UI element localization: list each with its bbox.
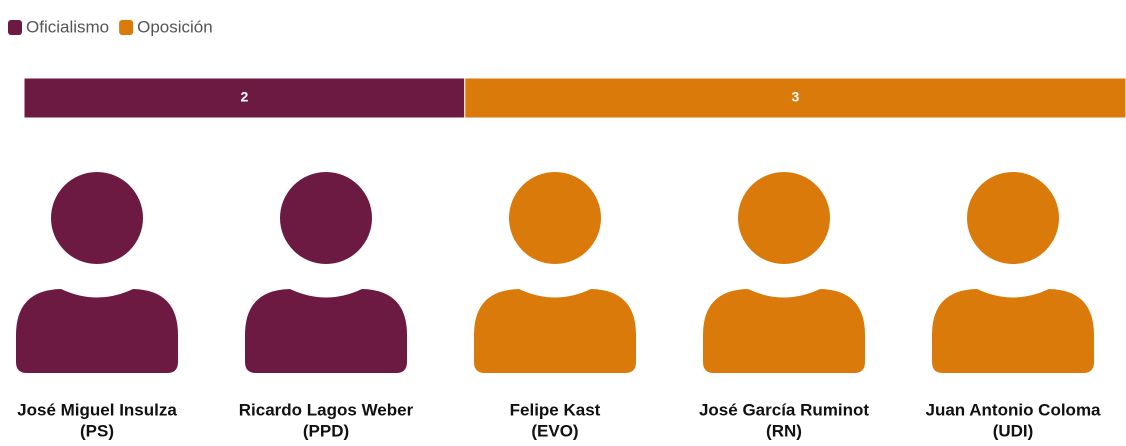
member-name: José García Ruminot: [699, 400, 869, 419]
person-head: [738, 172, 830, 264]
member-name: Juan Antonio Coloma: [925, 400, 1101, 419]
member-name: Ricardo Lagos Weber: [239, 400, 414, 419]
member-party: (PS): [80, 421, 114, 440]
person-head: [280, 172, 372, 264]
person-head: [509, 172, 601, 264]
legend-label: Oficialismo: [26, 17, 109, 36]
bar-segment: [23, 77, 466, 119]
member-party: (EVO): [531, 421, 578, 440]
member-party: (RN): [766, 421, 802, 440]
person-body: [474, 289, 636, 373]
legend-swatch: [8, 20, 22, 35]
bar-value-label: 2: [241, 89, 249, 105]
bar-segment: [464, 77, 1126, 119]
person-body: [703, 289, 865, 373]
person-body: [16, 289, 178, 373]
person-head: [51, 172, 143, 264]
member-name: Felipe Kast: [510, 400, 601, 419]
member-party: (PPD): [303, 421, 349, 440]
person-body: [932, 289, 1094, 373]
person-body: [245, 289, 407, 373]
member-party: (UDI): [993, 421, 1034, 440]
legend-label: Oposición: [137, 17, 213, 36]
bar-value-label: 3: [792, 89, 800, 105]
member-name: José Miguel Insulza: [17, 400, 177, 419]
legend-swatch: [119, 20, 134, 35]
person-head: [967, 172, 1059, 264]
